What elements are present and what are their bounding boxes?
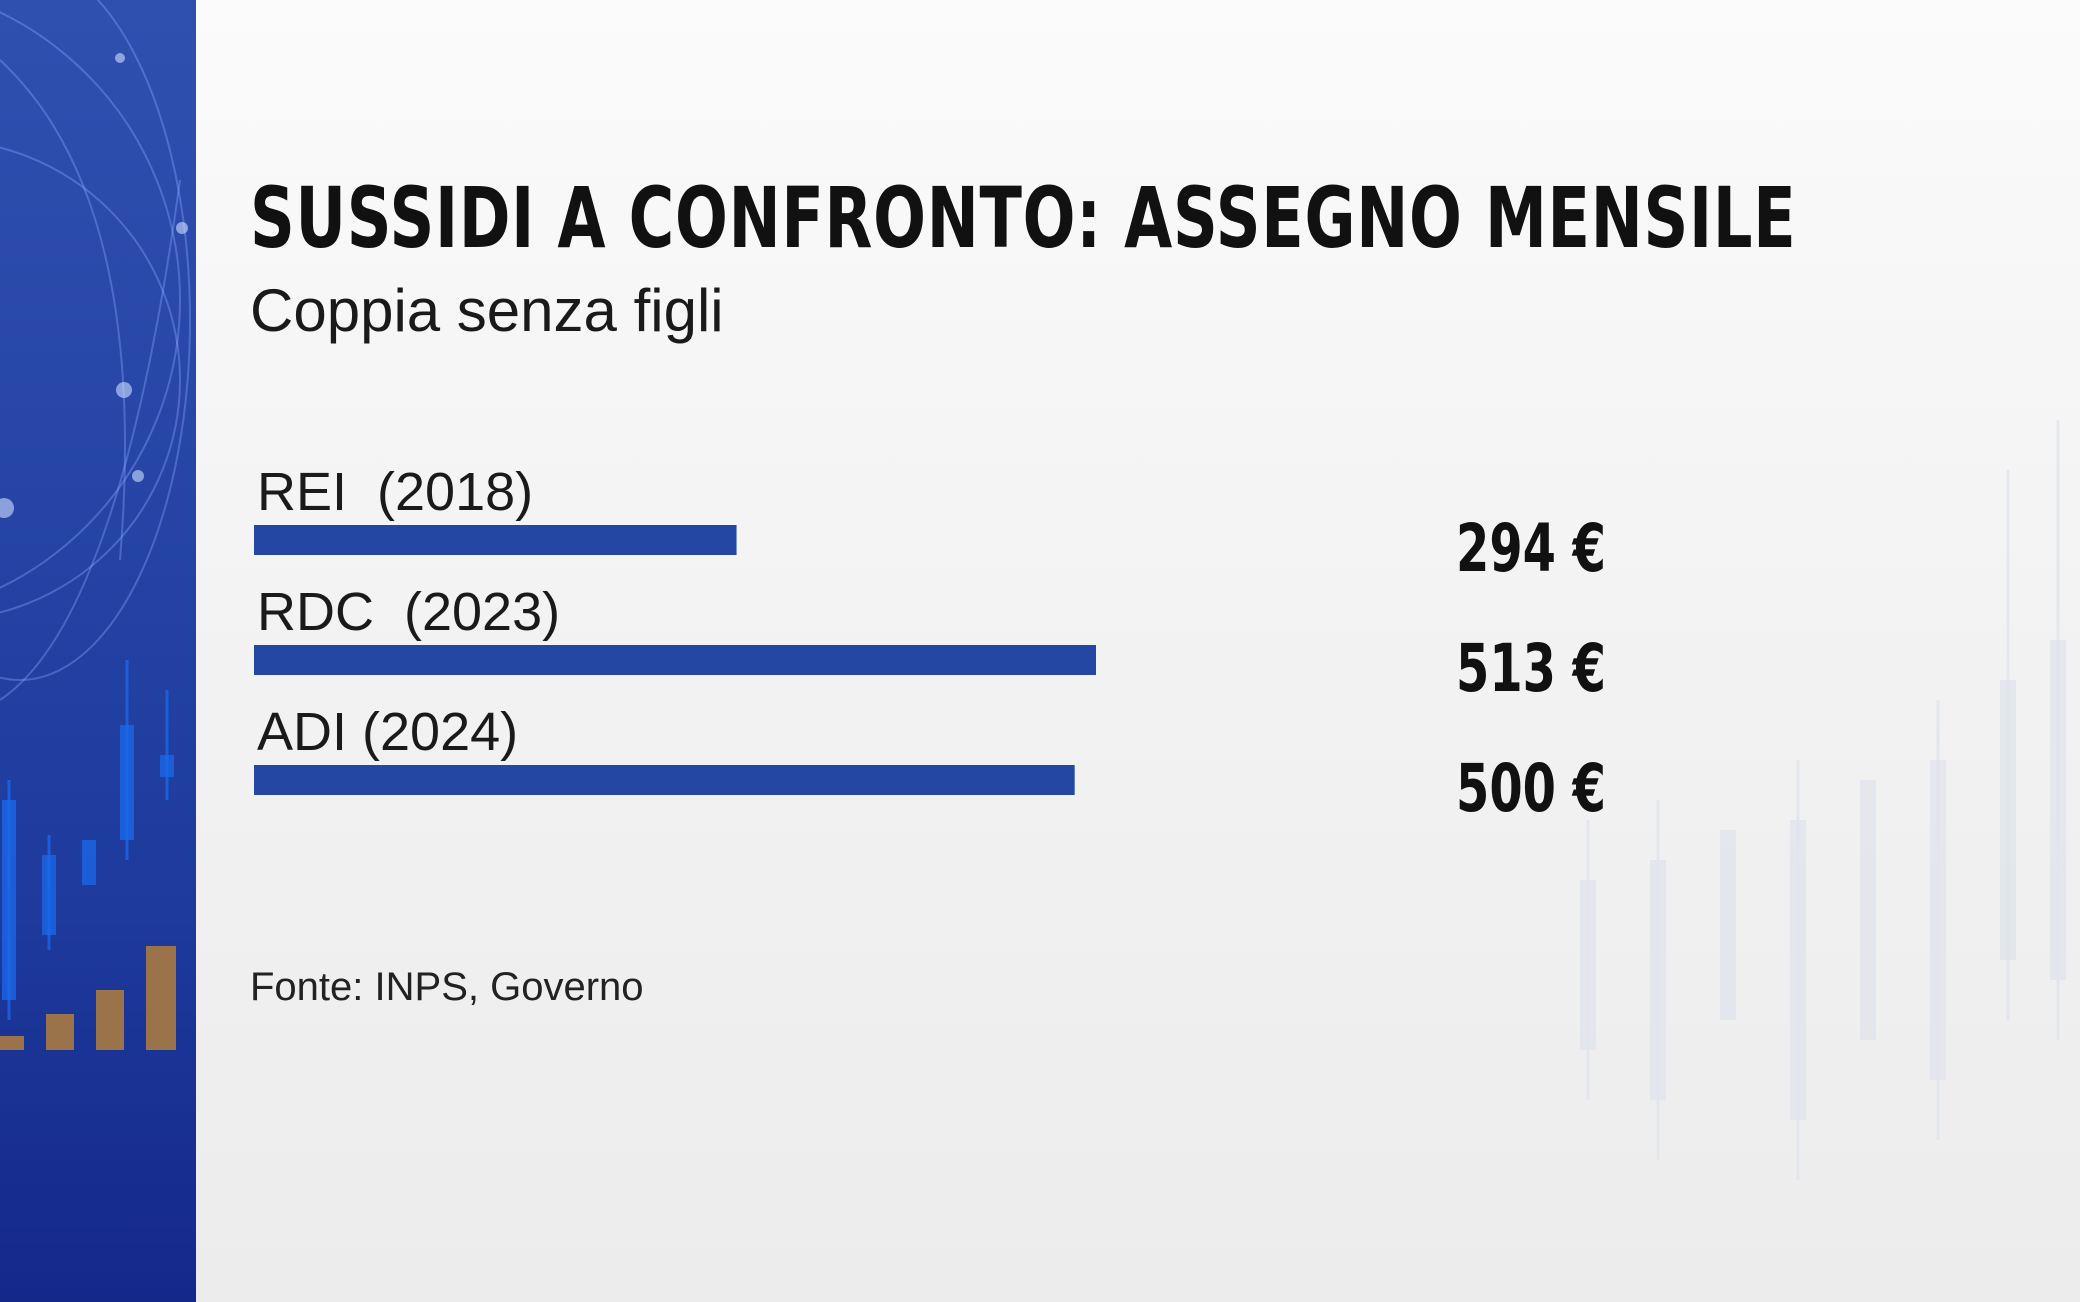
chart-subtitle: Coppia senza figli	[250, 277, 724, 344]
bar	[254, 645, 1096, 675]
value-label: 500 €	[1456, 750, 1606, 827]
background-candlestick-decoration	[1580, 420, 2066, 1180]
value-label: 294 €	[1456, 510, 1606, 587]
category-label: RDC (2023)	[257, 582, 560, 642]
bar	[254, 765, 1075, 795]
source-note: Fonte: INPS, Governo	[250, 965, 644, 1009]
category-label: ADI (2024)	[257, 702, 518, 762]
chart-title: SUSSIDI A CONFRONTO: ASSEGNO MENSILE	[250, 169, 1797, 267]
side-decoration-panel	[0, 0, 196, 1302]
value-label: 513 €	[1456, 630, 1606, 707]
bar	[254, 525, 737, 555]
category-label: REI (2018)	[257, 462, 533, 522]
